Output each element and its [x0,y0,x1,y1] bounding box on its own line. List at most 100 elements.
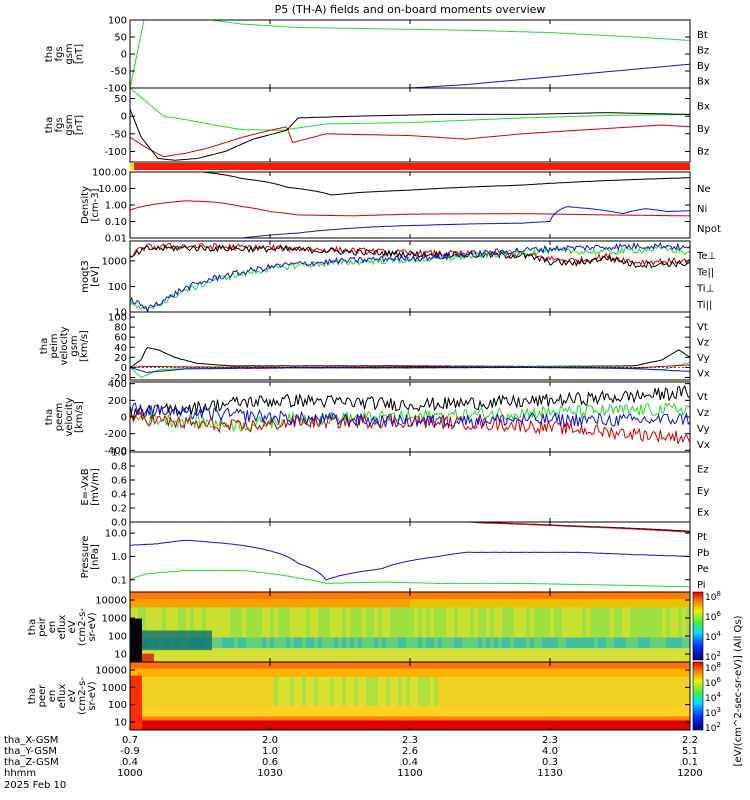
spectrogram-cell [358,607,363,638]
spectrogram-cell [594,652,599,662]
spectrogram-cell [314,637,319,648]
spectrogram-cell [606,637,611,648]
colorbar-tick: 106 [705,610,721,623]
spectrogram-cell [254,607,259,638]
spectrogram-cell [418,592,423,599]
y-axis-label: tha peir en eflux eV (cm2-s-sr-eV) [27,608,98,646]
spectrogram-cell [618,716,623,721]
spectrogram-cell [678,637,683,648]
spectrogram-cell [646,592,651,599]
spectrogram-cell [650,599,655,608]
y-axis-label: tha peim velocity gsm [km/s] [39,326,90,365]
spectrogram-cell [246,676,251,707]
spectrogram-cell [394,720,399,730]
spectrogram-cell [238,652,243,662]
y-tick-label: 10 [114,650,127,661]
spectrogram-cell [322,662,327,669]
spectrogram-cell [306,662,311,669]
spectrogram-cell [410,720,415,730]
spectrogram-cell [530,592,535,599]
spectrogram-cell [670,652,675,662]
spectrogram-cell [278,652,283,662]
spectrogram-cell [422,720,427,730]
spectrogram-cell [274,676,279,707]
spectrogram-cell [238,592,243,599]
spectrogram-cell [266,607,271,638]
spectrogram-cell [326,592,331,599]
spectrogram-cell [530,720,535,730]
spectrogram-cell [298,599,303,608]
spectrogram-cell [594,676,599,707]
spectrogram-cell [654,599,659,608]
spectrogram-cell [406,662,411,669]
spectrogram-cell [426,720,431,730]
spectrogram-cell [406,599,411,608]
spectrogram-cell [574,720,579,730]
spectrogram-cell [190,652,195,662]
spectrogram-cell [406,648,411,653]
spectrogram-cell [654,720,659,730]
spectrogram-cell [650,637,655,648]
spectrogram-cell [410,668,415,677]
spectrogram-cell [470,716,475,721]
spectrogram-cell [158,607,163,638]
spectrogram-cell [498,668,503,677]
ephemeris-value-y: 2.6 [402,746,418,757]
spectrogram-cell [378,637,383,648]
spectrogram-cell [598,676,603,707]
spectrogram-cell [554,706,559,717]
spectrogram-cell [518,637,523,648]
spectrogram-cell [206,607,211,638]
spectrogram-cell [466,607,471,638]
spectrogram-cell [338,668,343,677]
spectrogram-cell [494,720,499,730]
spectrogram-cell [406,592,411,599]
spectrogram-cell [430,720,435,730]
spectrogram-cell [262,652,267,662]
spectrogram-cell [562,648,567,653]
spectrogram-cell [314,648,319,653]
spectrogram-cell [526,592,531,599]
spectrogram-cell [390,648,395,653]
spectrogram-cell [654,662,659,669]
spectrogram-cell [478,716,483,721]
spectrogram-cell [178,668,183,677]
spectrogram-cell [382,652,387,662]
spectrogram-cell [334,720,339,730]
spectrogram-cell [662,662,667,669]
spectrogram-cell [194,652,199,662]
spectrogram-cell [366,716,371,721]
spectrogram-cell [682,637,687,648]
spectrogram-cell [150,706,155,717]
spectrogram-cell [566,652,571,662]
spectrogram-cell [362,652,367,662]
spectrogram-cell [430,652,435,662]
spectrogram-cell [366,599,371,608]
spectrogram-cell [366,607,371,638]
spectrogram-cell [366,662,371,669]
spectrogram-cell [682,668,687,677]
spectrogram-cell [322,637,327,648]
spectrogram-cell [454,648,459,653]
spectrogram-cell [358,648,363,653]
spectrogram-cell [578,662,583,669]
spectrogram-cell [410,676,415,707]
spectrogram-cell [334,676,339,707]
spectrogram-cell [450,706,455,717]
spectrogram-cell [494,599,499,608]
spectrogram-cell [410,652,415,662]
spectrogram-cell [354,720,359,730]
spectrogram-cell [394,706,399,717]
spectrogram-cell [342,706,347,717]
spectrogram-cell [234,716,239,721]
spectrogram-cell [254,676,259,707]
spectrogram-cell [254,662,259,669]
spectrogram-cell [282,607,287,638]
ephemeris-value-z: 0.1 [682,757,698,768]
spectrogram-cell [154,599,159,608]
spectrogram-cell [182,676,187,707]
spectrogram-cell [394,592,399,599]
spectrogram-cell [382,592,387,599]
spectrogram-cell [626,637,631,648]
